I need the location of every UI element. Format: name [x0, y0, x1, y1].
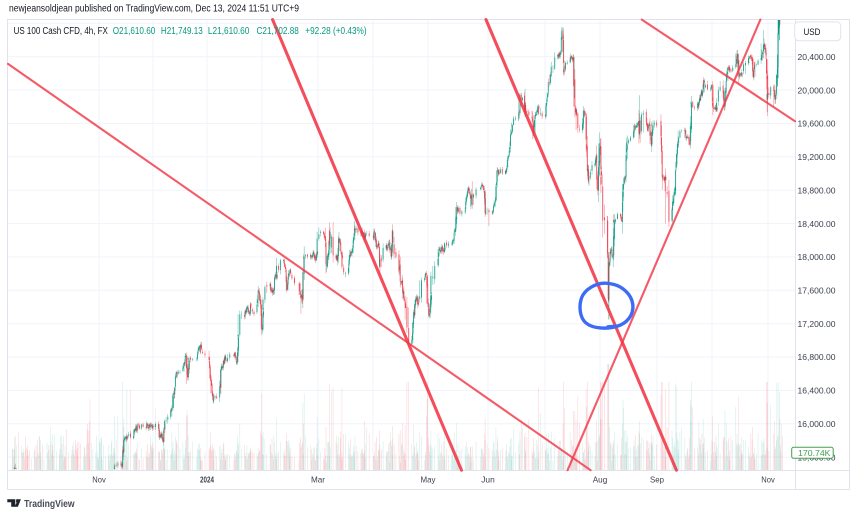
svg-text:Mar: Mar: [311, 475, 325, 485]
svg-text:Nov: Nov: [761, 475, 775, 485]
svg-text:Aug: Aug: [593, 475, 608, 485]
svg-text:TradingView: TradingView: [24, 499, 75, 510]
svg-text:170.74K: 170.74K: [798, 448, 831, 458]
svg-text:C21,702.88: C21,702.88: [257, 26, 300, 37]
svg-text:+92.28 (+0.43%): +92.28 (+0.43%): [305, 26, 366, 37]
svg-text:Nov: Nov: [92, 475, 106, 485]
svg-text:20,400.00: 20,400.00: [798, 52, 836, 62]
svg-text:L21,610.60: L21,610.60: [208, 26, 250, 37]
svg-text:19,600.00: 19,600.00: [798, 119, 836, 129]
svg-text:16,800.00: 16,800.00: [798, 352, 836, 362]
svg-text:newjeansoldjean published on T: newjeansoldjean published on TradingView…: [9, 4, 299, 15]
svg-text:16,400.00: 16,400.00: [798, 386, 836, 396]
svg-text:17,600.00: 17,600.00: [798, 286, 836, 296]
svg-text:19,200.00: 19,200.00: [798, 152, 836, 162]
svg-text:Jun: Jun: [481, 475, 495, 485]
svg-text:20,000.00: 20,000.00: [798, 85, 836, 95]
svg-text:18,400.00: 18,400.00: [798, 219, 836, 229]
svg-text:Sep: Sep: [650, 475, 664, 485]
svg-text:17,200.00: 17,200.00: [798, 319, 836, 329]
svg-text:O21,610.60: O21,610.60: [113, 26, 156, 37]
svg-text:2024: 2024: [200, 475, 214, 485]
svg-text:H21,749.13: H21,749.13: [161, 26, 203, 37]
svg-text:16,000.00: 16,000.00: [798, 419, 836, 429]
svg-text:USD: USD: [804, 27, 821, 37]
svg-text:US 100 Cash CFD, 4h, FX: US 100 Cash CFD, 4h, FX: [14, 26, 109, 37]
svg-text:18,800.00: 18,800.00: [798, 185, 836, 195]
svg-text:May: May: [421, 475, 437, 485]
svg-text:18,000.00: 18,000.00: [798, 252, 836, 262]
